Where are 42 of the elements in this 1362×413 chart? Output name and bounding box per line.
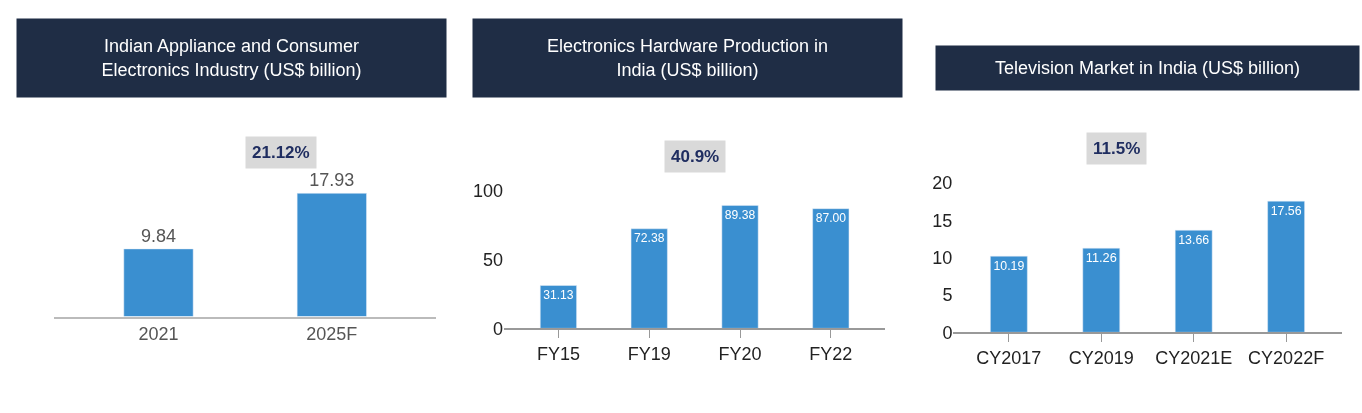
bar: [812, 208, 850, 329]
text: 21.12%: [252, 143, 310, 162]
bar: [990, 255, 1028, 333]
bar: [540, 285, 577, 329]
data-label: 10.19: [993, 259, 1025, 274]
chart-title: Television Market in India (US$ billion): [994, 58, 1301, 78]
data-label: 17.93: [309, 170, 355, 191]
bar: [1082, 247, 1121, 333]
x-tick-label: FY22: [809, 343, 853, 364]
chart-title: Indian Appliance and Consumer Electronics Industry (US$ billion): [101, 36, 362, 80]
x-tick-label: CY2019: [1068, 347, 1134, 368]
y-tick-label: 5: [942, 285, 953, 306]
bar: [1174, 230, 1213, 333]
x-tick-label: CY2021E: [1155, 347, 1233, 368]
x-tick-label: 2025F: [306, 323, 358, 344]
y-tick-label: 50: [482, 249, 503, 270]
bar: [630, 228, 668, 329]
x-tick-label: CY2022F: [1248, 347, 1325, 368]
y-tick-label: 20: [932, 173, 953, 194]
data-label: 89.38: [724, 208, 756, 223]
y-tick-label: 0: [942, 322, 953, 343]
y-tick-label: 0: [492, 318, 503, 339]
x-tick-label: FY20: [718, 343, 762, 364]
data-label: 31.13: [543, 288, 574, 303]
y-tick-label: 15: [932, 210, 953, 231]
data-label: 17.56: [1270, 204, 1302, 219]
data-label: 72.38: [634, 231, 665, 246]
y-tick-label: 100: [472, 181, 503, 202]
bar: [1267, 200, 1305, 333]
data-label: 11.26: [1085, 250, 1117, 266]
data-label: 87.00: [815, 211, 847, 226]
x-tick-label: 2021: [138, 323, 179, 344]
x-tick-label: FY15: [536, 343, 580, 364]
data-label: 9.84: [140, 225, 177, 246]
x-tick-label: CY2017: [976, 347, 1042, 368]
data-label: 13.66: [1178, 233, 1210, 248]
chart-title: Electronics Hardware Production in India (US$ billion): [546, 36, 829, 80]
bar: [721, 205, 759, 329]
text: 11.5%: [1093, 139, 1141, 158]
x-tick-label: FY19: [627, 343, 671, 364]
y-tick-label: 10: [932, 247, 953, 268]
text: 40.9%: [671, 147, 720, 166]
